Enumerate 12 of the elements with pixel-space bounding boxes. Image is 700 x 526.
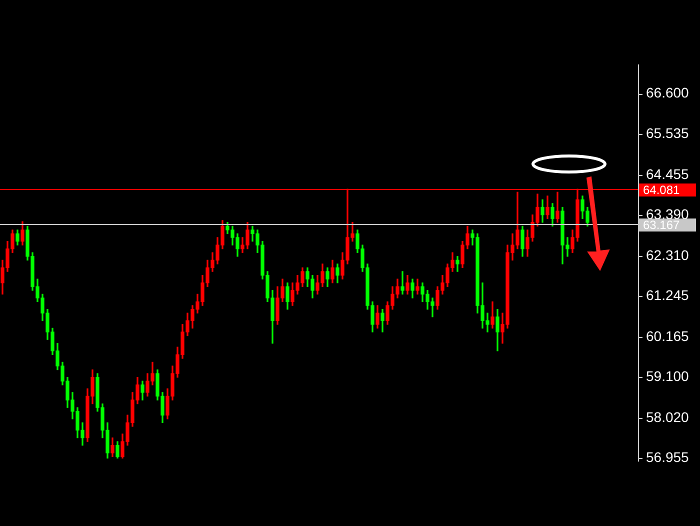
y-tick-label: 65.535: [646, 124, 690, 141]
y-tick-label: 61.245: [646, 287, 690, 304]
y-tick-label: 64.455: [646, 166, 690, 182]
candlestick: [416, 278, 420, 295]
y-tick-label: 66.600: [646, 84, 690, 101]
y-tick-label: 59.100: [646, 368, 690, 384]
y-tick-label: 56.955: [646, 449, 690, 466]
y-tick-label: 60.165: [646, 328, 690, 344]
y-tick-label: 62.310: [646, 246, 690, 263]
ref-line-label: 64.081: [643, 182, 680, 197]
candlestick: [400, 271, 404, 295]
y-tick-label: 58.020: [646, 409, 690, 425]
